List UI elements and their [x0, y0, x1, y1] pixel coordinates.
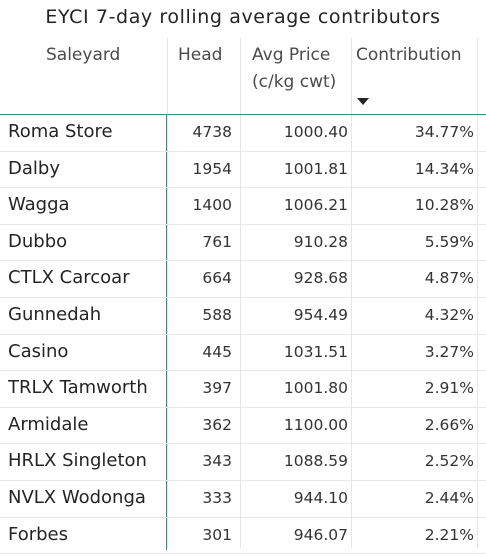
table-row[interactable]: Wagga 1400 1006.21 10.28%	[0, 188, 486, 225]
cell-head: 397	[202, 379, 232, 398]
cell-avg-price: 954.49	[293, 305, 348, 324]
cell-avg-price: 1000.40	[283, 123, 348, 141]
contributors-table: Saleyard Head Avg Price (c/kg cwt) Contr…	[0, 38, 486, 554]
cell-avg-price: 1088.59	[283, 452, 348, 471]
cell-saleyard: NVLX Wodonga	[8, 486, 146, 508]
table-row[interactable]: CTLX Carcoar 664 928.68 4.87%	[0, 261, 486, 298]
table-row[interactable]: NVLX Wodonga 333 944.10 2.44%	[0, 481, 486, 518]
cell-head: 588	[202, 305, 232, 324]
table-row[interactable]: Dubbo 761 910.28 5.59%	[0, 225, 486, 262]
cell-contribution: 14.34%	[414, 159, 474, 178]
cell-contribution: 2.21%	[424, 525, 474, 544]
cell-head: 761	[202, 232, 232, 251]
cell-contribution: 2.91%	[424, 379, 474, 398]
table-row[interactable]: Casino 445 1031.51 3.27%	[0, 335, 486, 372]
column-header-head[interactable]: Head	[178, 45, 223, 65]
cell-head: 4738	[192, 123, 232, 141]
cell-saleyard: Casino	[8, 340, 69, 362]
column-divider	[240, 38, 241, 548]
cell-head: 1400	[192, 196, 232, 215]
cell-head: 664	[202, 269, 232, 288]
cell-avg-price: 928.68	[293, 269, 348, 288]
cell-contribution: 5.59%	[424, 232, 474, 251]
cell-head: 1954	[192, 159, 232, 178]
table-row[interactable]: Armidale 362 1100.00 2.66%	[0, 408, 486, 445]
column-divider	[477, 38, 478, 548]
avg-price-label-line2: (c/kg cwt)	[252, 72, 337, 92]
cell-avg-price: 1031.51	[283, 342, 348, 361]
cell-avg-price: 1006.21	[283, 196, 348, 215]
sort-down-icon[interactable]	[357, 98, 369, 105]
cell-avg-price: 946.07	[293, 525, 348, 544]
table-row[interactable]: HRLX Singleton 343 1088.59 2.52%	[0, 444, 486, 481]
column-header-contribution[interactable]: Contribution	[356, 45, 462, 65]
column-header-avg-price[interactable]: Avg Price (c/kg cwt)	[252, 42, 336, 96]
cell-contribution: 34.77%	[414, 123, 474, 141]
table-row[interactable]: Gunnedah 588 954.49 4.32%	[0, 298, 486, 335]
table-header: Saleyard Head Avg Price (c/kg cwt) Contr…	[0, 38, 486, 114]
table-row[interactable]: TRLX Tamworth 397 1001.80 2.91%	[0, 371, 486, 408]
table-body: Roma Store 4738 1000.40 34.77% Dalby 1954 1001…	[0, 115, 486, 554]
cell-saleyard: Dubbo	[8, 230, 68, 252]
cell-head: 343	[202, 452, 232, 471]
cell-avg-price: 1100.00	[283, 415, 348, 434]
avg-price-label-line1: Avg Price	[252, 45, 331, 65]
cell-contribution: 10.28%	[414, 196, 474, 215]
cell-avg-price: 944.10	[293, 488, 348, 507]
cell-avg-price: 1001.80	[283, 379, 348, 398]
cell-head: 445	[202, 342, 232, 361]
cell-saleyard: Wagga	[8, 194, 70, 216]
cell-contribution: 4.87%	[424, 269, 474, 288]
table-title: EYCI 7-day rolling average contributors	[45, 6, 441, 28]
table-row[interactable]: Roma Store 4738 1000.40 34.77%	[0, 115, 486, 152]
cell-contribution: 4.32%	[424, 305, 474, 324]
cell-saleyard: HRLX Singleton	[8, 450, 147, 472]
table-row[interactable]: Forbes 301 946.07 2.21%	[0, 518, 486, 554]
cell-saleyard: TRLX Tamworth	[8, 377, 148, 399]
column-header-saleyard[interactable]: Saleyard	[46, 45, 121, 65]
cell-avg-price: 1001.81	[283, 159, 348, 178]
cell-avg-price: 910.28	[293, 232, 348, 251]
cell-saleyard: Roma Store	[8, 121, 113, 142]
header-divider	[0, 114, 486, 115]
cell-saleyard: Gunnedah	[8, 303, 102, 325]
column-divider	[167, 38, 168, 548]
cell-contribution: 3.27%	[424, 342, 474, 361]
cell-saleyard: CTLX Carcoar	[8, 267, 130, 289]
cell-head: 362	[202, 415, 232, 434]
cell-contribution: 2.52%	[424, 452, 474, 471]
cell-saleyard: Dalby	[8, 157, 60, 179]
cell-head: 301	[202, 525, 232, 544]
cell-head: 333	[202, 488, 232, 507]
column-divider	[351, 38, 352, 548]
cell-contribution: 2.44%	[424, 488, 474, 507]
cell-saleyard: Forbes	[8, 523, 69, 545]
cell-contribution: 2.66%	[424, 415, 474, 434]
frozen-column-divider	[166, 114, 167, 550]
table-row[interactable]: Dalby 1954 1001.81 14.34%	[0, 152, 486, 189]
cell-saleyard: Armidale	[8, 413, 89, 435]
